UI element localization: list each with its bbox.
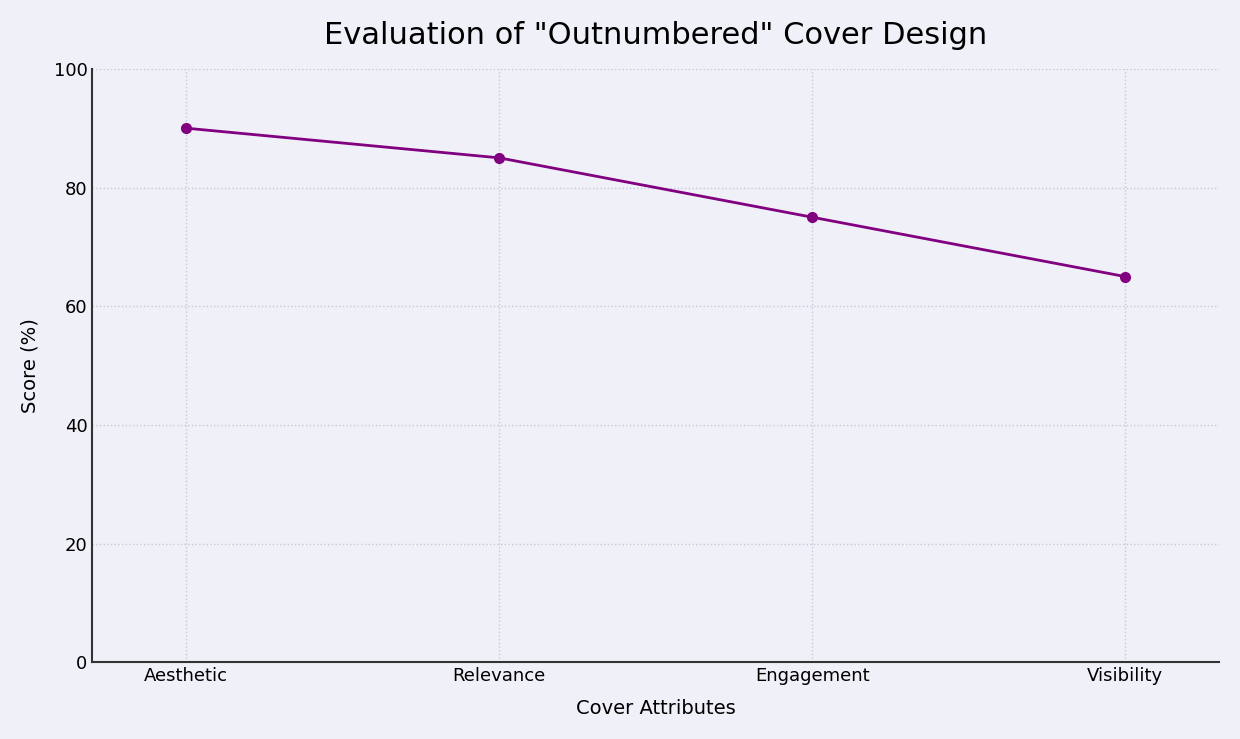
X-axis label: Cover Attributes: Cover Attributes <box>575 699 735 718</box>
Y-axis label: Score (%): Score (%) <box>21 319 40 413</box>
Title: Evaluation of "Outnumbered" Cover Design: Evaluation of "Outnumbered" Cover Design <box>324 21 987 50</box>
